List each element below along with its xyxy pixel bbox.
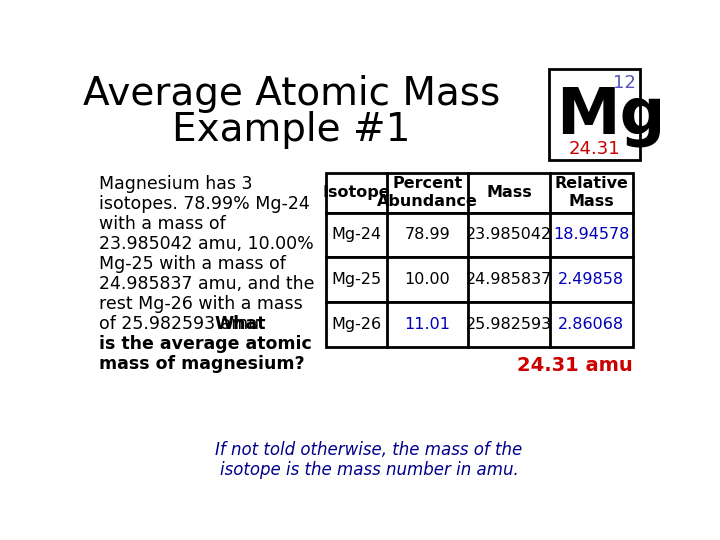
Text: 11.01: 11.01 bbox=[405, 317, 451, 332]
Text: If not told otherwise, the mass of the
isotope is the mass number in amu.: If not told otherwise, the mass of the i… bbox=[215, 441, 523, 480]
Text: 23.985042 amu, 10.00%: 23.985042 amu, 10.00% bbox=[99, 235, 314, 253]
Text: Mg: Mg bbox=[557, 85, 666, 147]
Bar bbox=[326, 257, 632, 302]
Bar bbox=[326, 213, 632, 257]
Text: rest Mg-26 with a mass: rest Mg-26 with a mass bbox=[99, 295, 303, 313]
Text: 2.49858: 2.49858 bbox=[558, 272, 624, 287]
Text: Mass: Mass bbox=[486, 185, 532, 200]
Text: Example #1: Example #1 bbox=[172, 111, 410, 149]
Text: Isotope: Isotope bbox=[323, 185, 390, 200]
Text: 25.982593: 25.982593 bbox=[466, 317, 552, 332]
Bar bbox=[549, 69, 640, 159]
Text: isotopes. 78.99% Mg-24: isotopes. 78.99% Mg-24 bbox=[99, 195, 310, 213]
Text: mass of magnesium?: mass of magnesium? bbox=[99, 355, 305, 373]
Text: 24.31 amu: 24.31 amu bbox=[517, 356, 632, 375]
Text: 2.86068: 2.86068 bbox=[558, 317, 624, 332]
Text: 78.99: 78.99 bbox=[405, 227, 451, 242]
Text: Mg-25: Mg-25 bbox=[331, 272, 382, 287]
Text: 12: 12 bbox=[613, 73, 636, 91]
Text: 18.94578: 18.94578 bbox=[553, 227, 629, 242]
Text: Mg-24: Mg-24 bbox=[331, 227, 382, 242]
Bar bbox=[326, 302, 632, 347]
Text: 23.985042: 23.985042 bbox=[466, 227, 552, 242]
Text: 24.985837 amu, and the: 24.985837 amu, and the bbox=[99, 275, 315, 293]
Text: Mg-26: Mg-26 bbox=[331, 317, 382, 332]
Text: Average Atomic Mass: Average Atomic Mass bbox=[83, 75, 500, 113]
Text: of 25.982593 amu.: of 25.982593 amu. bbox=[99, 315, 265, 333]
Text: 24.31: 24.31 bbox=[569, 140, 621, 159]
Bar bbox=[326, 173, 632, 213]
Text: What: What bbox=[215, 315, 266, 333]
Text: 10.00: 10.00 bbox=[405, 272, 451, 287]
Text: is the average atomic: is the average atomic bbox=[99, 335, 312, 353]
Text: Mg-25 with a mass of: Mg-25 with a mass of bbox=[99, 255, 286, 273]
Text: 24.985837: 24.985837 bbox=[466, 272, 552, 287]
Text: Percent
Abundance: Percent Abundance bbox=[377, 177, 478, 209]
Text: Magnesium has 3: Magnesium has 3 bbox=[99, 175, 253, 193]
Text: with a mass of: with a mass of bbox=[99, 215, 226, 233]
Text: Relative
Mass: Relative Mass bbox=[554, 177, 628, 209]
